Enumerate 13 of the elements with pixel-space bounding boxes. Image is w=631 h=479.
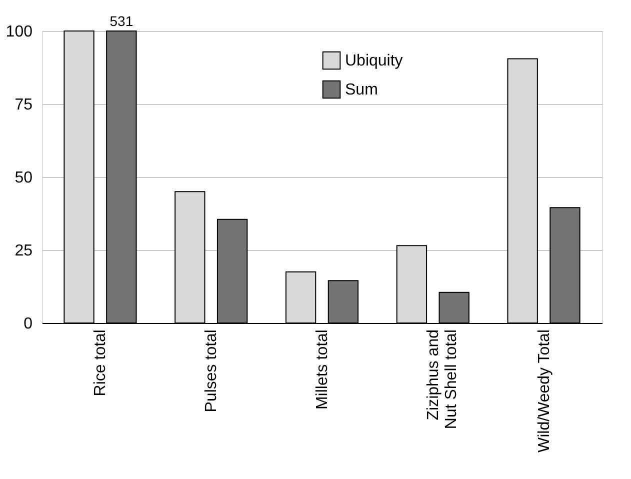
text: 531 [110,13,134,29]
y-tick-label: 50 [14,170,33,186]
x-tick-label: Pulses total [203,330,220,412]
legend-label: Ubiquity [345,52,403,70]
x-tick-label: Ziziphus and Nut Shell total [424,330,460,430]
x-tick-label: Millets total [314,330,331,410]
legend-label: Sum [345,82,378,98]
y-tick-label: 25 [14,242,33,260]
x-tick-label: Wild/Weedy Total [536,330,553,453]
x-tick-label: Rice total [92,330,110,396]
y-tick-label: 75 [14,96,33,114]
y-tick-label: 0 [24,316,33,332]
y-tick-label: 100 [6,24,33,40]
